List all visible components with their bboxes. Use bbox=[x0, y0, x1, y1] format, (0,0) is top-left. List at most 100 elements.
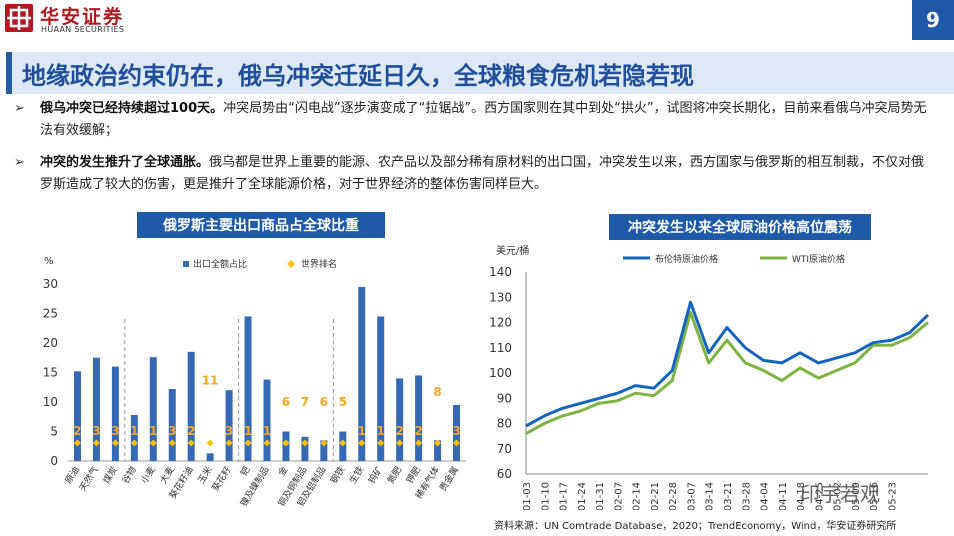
bar bbox=[244, 316, 252, 461]
legend-label-bar: 出口全额占比 bbox=[193, 258, 247, 270]
x-tick-label: 氮肥 bbox=[384, 464, 404, 486]
x-tick-label: 01-03 bbox=[522, 482, 533, 510]
rank-label: 2 bbox=[395, 424, 403, 438]
rank-label: 1 bbox=[358, 424, 366, 438]
rank-marker bbox=[453, 439, 461, 447]
y-axis-unit: 美元/桶 bbox=[496, 244, 529, 257]
rank-marker bbox=[301, 439, 309, 447]
y-tick-label: 0 bbox=[50, 454, 58, 468]
bar bbox=[263, 379, 271, 461]
bullet-2-bold: 冲突的发生推升了全球通胀。 bbox=[40, 155, 210, 170]
rank-marker bbox=[320, 439, 328, 447]
bullet-point-1: ➢ 俄乌冲突已经持续超过100天。冲突局势由“闪电战”逐步演变成了“拉锯战”。西… bbox=[14, 98, 929, 142]
brent-price-line bbox=[525, 300, 930, 428]
y-tick-label: 10 bbox=[43, 395, 58, 409]
x-tick-label: 05-23 bbox=[887, 482, 898, 510]
rank-marker bbox=[263, 439, 271, 447]
rank-marker bbox=[244, 439, 252, 447]
rank-label: 3 bbox=[225, 424, 233, 438]
x-tick-label: 玉米 bbox=[195, 464, 215, 486]
bar bbox=[301, 436, 309, 461]
rank-marker bbox=[149, 439, 157, 447]
y-tick-label: 15 bbox=[43, 366, 58, 380]
rank-marker bbox=[206, 439, 214, 447]
x-tick-label: 大麦 bbox=[157, 464, 177, 486]
source-note: 资料来源：UN Comtrade Database，2020；TrendEcon… bbox=[494, 521, 897, 532]
rank-marker bbox=[434, 439, 442, 447]
bullet-2-text: 俄乌都是世界上重要的能源、农产品以及部分稀有原材料的出口国，冲突发生以来，西方国… bbox=[40, 155, 925, 192]
arrow-bullet-icon: ➢ bbox=[14, 155, 25, 170]
rank-label: 2 bbox=[73, 424, 81, 438]
page-title: 地缘政治约束仍在，俄乌冲突迁延日久，全球粮食危机若隐若现 bbox=[22, 61, 694, 90]
bar bbox=[415, 375, 423, 461]
x-tick-label: 天然气 bbox=[76, 464, 100, 493]
title-bar: 地缘政治约束仍在，俄乌冲突迁延日久，全球粮食危机若隐若现 bbox=[6, 52, 954, 94]
bar bbox=[320, 440, 328, 461]
y-tick-label: 100 bbox=[490, 366, 512, 380]
bar bbox=[358, 286, 366, 461]
y-tick-label: 110 bbox=[490, 341, 512, 355]
rank-label: 2 bbox=[414, 424, 422, 438]
bar bbox=[225, 390, 233, 461]
rank-label: 1 bbox=[130, 424, 138, 438]
x-tick-label: 钾肥 bbox=[403, 464, 423, 486]
x-tick-label: 05-09 bbox=[851, 482, 862, 510]
rank-label: 2 bbox=[187, 424, 195, 438]
bar bbox=[206, 453, 214, 461]
bar bbox=[168, 389, 176, 461]
rank-marker bbox=[73, 439, 81, 447]
rank-label: 3 bbox=[111, 424, 119, 438]
x-tick-label: 01-17 bbox=[559, 482, 570, 510]
page-number: 9 bbox=[912, 0, 954, 40]
rank-marker bbox=[377, 439, 385, 447]
wechat-watermark: 印宇若观 bbox=[800, 482, 880, 506]
x-tick-label: 03-14 bbox=[705, 482, 716, 510]
rank-marker bbox=[168, 439, 176, 447]
rank-marker bbox=[396, 439, 404, 447]
y-tick-label: 5 bbox=[50, 425, 58, 439]
y-tick-label: 120 bbox=[490, 316, 512, 330]
title-accent bbox=[6, 52, 12, 94]
y-tick-label: 70 bbox=[497, 442, 512, 456]
x-tick-label: 02-07 bbox=[613, 482, 624, 510]
rank-marker bbox=[282, 439, 290, 447]
rank-marker bbox=[339, 439, 347, 447]
legend-label-wti: WTI原油价格 bbox=[792, 253, 845, 265]
rank-marker bbox=[415, 439, 423, 447]
bullet-1-bold: 俄乌冲突已经持续超过100天。 bbox=[40, 101, 224, 116]
x-tick-label: 生铁 bbox=[347, 464, 367, 486]
x-tick-label: 02-14 bbox=[632, 482, 643, 510]
rank-marker bbox=[92, 439, 100, 447]
bar bbox=[130, 414, 138, 461]
bar bbox=[73, 371, 81, 461]
x-tick-label: 钯 bbox=[238, 464, 253, 478]
rank-marker bbox=[358, 439, 366, 447]
x-tick-label: 04-18 bbox=[796, 482, 807, 510]
rank-label: 1 bbox=[244, 424, 252, 438]
rank-marker bbox=[187, 439, 195, 447]
bar bbox=[453, 404, 461, 461]
rank-label: 6 bbox=[320, 395, 328, 409]
bar bbox=[92, 357, 100, 461]
bar bbox=[149, 357, 157, 461]
y-tick-label: 20 bbox=[43, 336, 58, 350]
x-tick-label: 05-16 bbox=[869, 482, 880, 510]
arrow-bullet-icon: ➢ bbox=[14, 101, 25, 116]
x-tick-label: 金 bbox=[276, 464, 291, 478]
logo-chinese-name: 华安证券 bbox=[40, 6, 125, 28]
x-tick-label: 谷物 bbox=[119, 464, 139, 486]
x-tick-label: 01-10 bbox=[540, 482, 551, 510]
bar bbox=[396, 378, 404, 461]
x-tick-label: 钢铁 bbox=[328, 464, 348, 486]
legend-swatch-bar bbox=[183, 261, 189, 267]
rank-label: 1 bbox=[377, 424, 385, 438]
legend-label-brent: 布伦特原油价格 bbox=[655, 253, 718, 265]
x-tick-label: 02-21 bbox=[650, 482, 661, 510]
y-tick-label: 60 bbox=[497, 467, 512, 481]
y-axis-unit: % bbox=[44, 256, 54, 267]
rank-label: 3 bbox=[168, 424, 176, 438]
x-tick-label: 05-02 bbox=[833, 482, 844, 510]
bullet-1-text: 冲突局势由“闪电战”逐步演变成了“拉锯战”。西方国家则在其中到处“拱火”，试图将… bbox=[40, 101, 927, 138]
x-tick-label: 03-28 bbox=[741, 482, 752, 510]
